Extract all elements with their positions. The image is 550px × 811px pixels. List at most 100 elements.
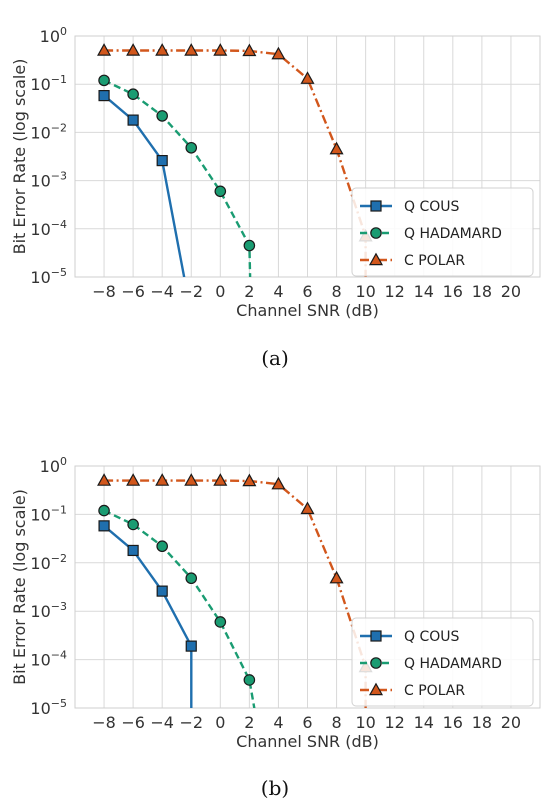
data-point bbox=[271, 46, 286, 60]
x-tick-label: 0 bbox=[215, 713, 225, 732]
legend: Q COUS Q HADAMARD C POLAR bbox=[351, 187, 534, 277]
data-point bbox=[243, 239, 256, 252]
y-tick-exponent: −3 bbox=[51, 600, 67, 613]
y-tick-exponent: 0 bbox=[60, 25, 67, 38]
data-point bbox=[126, 43, 141, 56]
legend-box bbox=[351, 187, 534, 277]
data-point bbox=[156, 585, 168, 597]
legend: Q COUS Q HADAMARD C POLAR bbox=[351, 617, 534, 707]
data-point bbox=[156, 110, 168, 122]
grid bbox=[75, 465, 540, 709]
x-tick-label: 16 bbox=[443, 713, 463, 732]
legend-label: C POLAR bbox=[404, 253, 465, 269]
x-tick-label: 14 bbox=[414, 282, 434, 301]
data-point bbox=[214, 185, 227, 198]
x-tick-label: 4 bbox=[273, 713, 283, 732]
data-point bbox=[300, 501, 315, 515]
x-tick-label: 6 bbox=[302, 713, 312, 732]
legend-label: Q COUS bbox=[404, 199, 460, 215]
y-tick-base: 10 bbox=[30, 554, 50, 573]
y-tick-base: 10 bbox=[30, 505, 50, 524]
y-tick-label: 10−4 bbox=[30, 649, 67, 670]
y-tick-label: 10−1 bbox=[30, 73, 67, 94]
legend-marker bbox=[370, 657, 382, 669]
data-point bbox=[300, 71, 315, 84]
x-tick-label: −8 bbox=[92, 282, 116, 301]
x-tick-label: −4 bbox=[150, 282, 174, 301]
data-point bbox=[126, 473, 141, 486]
x-tick-label: 0 bbox=[215, 282, 225, 301]
x-tick-label: 2 bbox=[244, 282, 254, 301]
legend-marker bbox=[370, 200, 382, 212]
y-tick-base: 10 bbox=[30, 220, 50, 239]
legend-label: Q HADAMARD bbox=[404, 226, 502, 242]
x-tick-label: 10 bbox=[355, 713, 375, 732]
x-tick-label: −6 bbox=[121, 713, 145, 732]
x-tick-label: 2 bbox=[244, 713, 254, 732]
x-tick-label: −6 bbox=[121, 282, 145, 301]
plot-frame bbox=[74, 35, 541, 278]
data-point bbox=[185, 572, 198, 585]
y-tick-base: 10 bbox=[30, 268, 50, 287]
data-point bbox=[127, 518, 139, 531]
y-tick-exponent: −1 bbox=[51, 503, 67, 516]
y-tick-base: 10 bbox=[30, 75, 50, 94]
x-tick-label: 18 bbox=[472, 282, 492, 301]
y-tick-exponent: −2 bbox=[51, 552, 67, 565]
x-tick-label: 4 bbox=[273, 282, 283, 301]
y-tick-label: 10−4 bbox=[30, 218, 67, 239]
y-tick-exponent: −5 bbox=[51, 266, 67, 279]
data-point bbox=[213, 43, 228, 56]
data-point bbox=[185, 141, 198, 154]
panel-label: (a) bbox=[261, 346, 289, 370]
data-point bbox=[185, 640, 197, 652]
legend-marker bbox=[368, 682, 384, 696]
x-tick-label: −2 bbox=[179, 282, 203, 301]
y-tick-label: 10−5 bbox=[30, 266, 67, 287]
data-point bbox=[155, 43, 170, 56]
data-point bbox=[98, 74, 110, 87]
data-point bbox=[242, 473, 257, 487]
y-axis-title: Bit Error Rate (log scale) bbox=[10, 59, 29, 255]
y-tick-base: 10 bbox=[30, 651, 50, 670]
data-point bbox=[213, 473, 228, 486]
legend-label: Q COUS bbox=[404, 629, 460, 645]
data-point bbox=[184, 473, 199, 486]
x-tick-label: 18 bbox=[472, 713, 492, 732]
data-point bbox=[127, 88, 139, 101]
x-tick-label: 14 bbox=[414, 713, 434, 732]
data-point bbox=[98, 520, 110, 532]
x-axis-title: Channel SNR (dB) bbox=[236, 301, 379, 320]
x-tick-label: 16 bbox=[443, 282, 463, 301]
data-point bbox=[155, 473, 170, 486]
y-axis-title: Bit Error Rate (log scale) bbox=[10, 489, 29, 685]
series-line-q-cous bbox=[103, 94, 186, 277]
y-tick-exponent: −5 bbox=[51, 697, 67, 710]
y-tick-label: 10−3 bbox=[30, 600, 67, 621]
panel-label: (b) bbox=[261, 776, 289, 800]
legend-marker bbox=[370, 630, 382, 642]
y-tick-base: 10 bbox=[30, 602, 50, 621]
y-tick-label: 10−1 bbox=[30, 503, 67, 524]
data-point bbox=[98, 90, 110, 102]
y-tick-exponent: −4 bbox=[51, 218, 67, 231]
y-tick-label: 10−3 bbox=[30, 170, 67, 191]
plot-frame bbox=[74, 465, 541, 709]
x-tick-label: 6 bbox=[302, 282, 312, 301]
y-tick-label: 10−2 bbox=[30, 121, 67, 142]
x-tick-label: 10 bbox=[355, 282, 375, 301]
y-tick-base: 10 bbox=[40, 27, 60, 46]
y-tick-exponent: −1 bbox=[51, 73, 67, 86]
data-point bbox=[271, 476, 286, 490]
data-point bbox=[98, 504, 110, 517]
chart-panel-a: −8 −6 −4 −2 0 2 4 6 8 10 12 14 16 18 2010010−110−210−3… bbox=[10, 25, 541, 370]
legend-label: C POLAR bbox=[404, 683, 465, 699]
x-tick-label: −4 bbox=[150, 713, 174, 732]
y-tick-exponent: −2 bbox=[51, 121, 67, 134]
x-tick-label: −2 bbox=[179, 713, 203, 732]
x-tick-label: 12 bbox=[385, 282, 405, 301]
x-tick-label: 8 bbox=[331, 282, 341, 301]
data-point bbox=[97, 43, 112, 56]
y-tick-base: 10 bbox=[30, 699, 50, 718]
